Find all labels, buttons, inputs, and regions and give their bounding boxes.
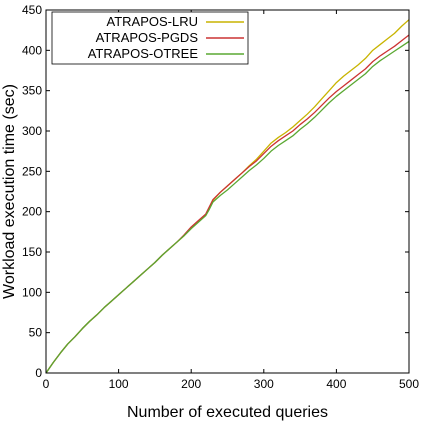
plot-area	[46, 10, 409, 373]
y-tick-label-150: 150	[22, 245, 42, 259]
y-tick-label-50: 50	[29, 326, 43, 340]
y-tick-label-300: 300	[22, 124, 42, 138]
y-tick-label-450: 450	[22, 3, 42, 17]
y-tick-label-350: 350	[22, 84, 42, 98]
legend-label-otree: ATRAPOS-OTREE	[88, 46, 199, 61]
x-tick-label-100: 100	[109, 377, 129, 391]
x-tick-label-0: 0	[43, 377, 50, 391]
legend: ATRAPOS-LRU ATRAPOS-PGDS ATRAPOS-OTREE	[51, 11, 249, 65]
series-line-atrapos-otree	[45, 40, 410, 374]
y-tick-label-0: 0	[35, 366, 42, 380]
legend-label-pgds: ATRAPOS-PGDS	[96, 30, 199, 45]
x-tick-label-500: 500	[399, 377, 419, 391]
y-tick-label-100: 100	[22, 285, 42, 299]
plot-frame	[45, 9, 410, 374]
x-tick-label-400: 400	[326, 377, 346, 391]
y-tick-label-400: 400	[22, 43, 42, 57]
x-tick-label-300: 300	[254, 377, 274, 391]
series-layer	[45, 19, 410, 374]
x-axis-label: Number of executed queries	[127, 404, 328, 421]
x-tick-label-200: 200	[181, 377, 201, 391]
legend-label-lru: ATRAPOS-LRU	[107, 14, 199, 29]
tick-layer: 0 100 200 300 400 500 0 50 100 150 200 250 300 350 400…	[22, 3, 419, 391]
y-tick-label-250: 250	[22, 164, 42, 178]
y-tick-label-200: 200	[22, 205, 42, 219]
y-axis-label: Workload execution time (sec)	[1, 84, 18, 299]
